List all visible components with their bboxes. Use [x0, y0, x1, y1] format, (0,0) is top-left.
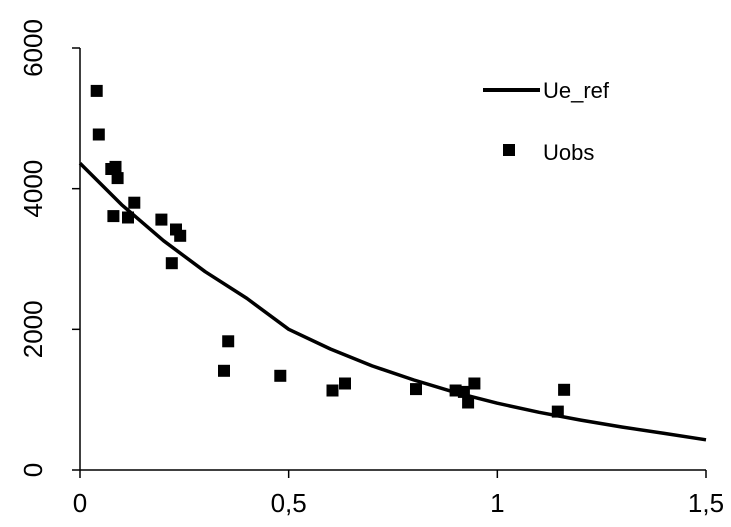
x-tick-label: 0	[73, 488, 87, 518]
scatter-point	[122, 211, 134, 224]
scatter-point	[462, 396, 475, 409]
axes	[72, 47, 707, 478]
legend-label-marker: Uobs	[543, 140, 594, 165]
y-tick-label: 2000	[18, 300, 48, 358]
legend: Ue_ref Uobs	[483, 78, 610, 165]
scatter-point	[92, 128, 105, 141]
scatter-point	[222, 335, 235, 348]
scatter-point	[165, 257, 178, 270]
plot-area	[78, 84, 707, 442]
tick-labels: 0 0,5 1 1,5 0 2000 4000 6000	[18, 19, 724, 518]
x-tick-label: 0,5	[271, 488, 307, 518]
scatter-point	[174, 229, 187, 242]
scatter-point	[326, 384, 339, 397]
scatter-point	[551, 405, 564, 418]
series-line-layer	[78, 162, 707, 442]
scatter-point	[155, 213, 168, 226]
legend-swatch-marker	[503, 144, 515, 156]
scatter-point	[109, 160, 122, 173]
scatter-point	[107, 210, 120, 223]
legend-label-line: Ue_ref	[543, 78, 610, 103]
series-points-layer	[90, 84, 571, 418]
y-tick-label: 4000	[18, 160, 48, 218]
scatter-point	[90, 84, 103, 97]
scatter-point	[218, 364, 230, 377]
series-line-ue-ref	[78, 162, 707, 442]
x-tick-label: 1	[490, 488, 504, 518]
scatter-point	[111, 172, 124, 185]
scatter-point	[128, 196, 141, 209]
scatter-point	[468, 377, 481, 390]
y-tick-label: 0	[18, 463, 48, 477]
scatter-point	[410, 383, 422, 396]
scatter-point	[274, 369, 287, 382]
scatter-point	[457, 385, 470, 398]
x-tick-label: 1,5	[688, 488, 724, 518]
y-tick-label: 6000	[18, 19, 48, 77]
scatter-point	[339, 377, 351, 390]
scatter-point	[558, 383, 571, 396]
